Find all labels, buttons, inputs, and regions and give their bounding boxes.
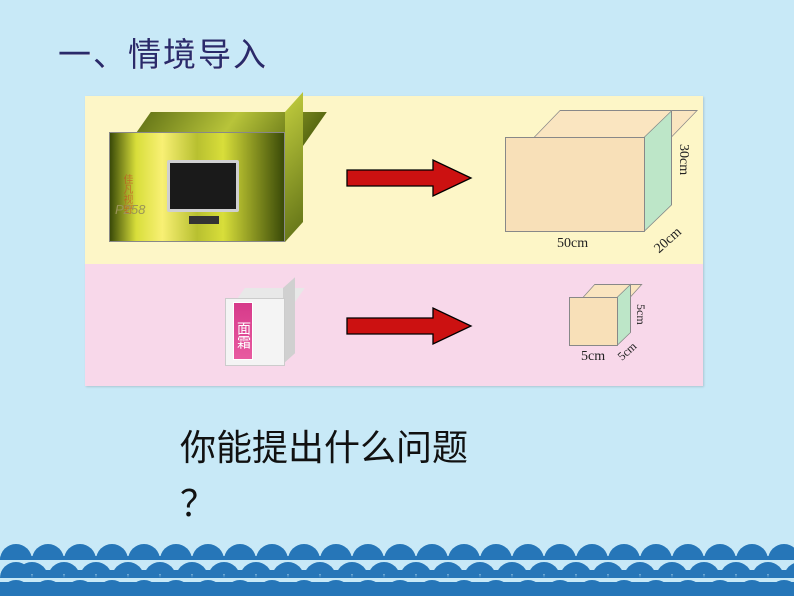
row-cream: 面霜 5cm 5cm 5cm bbox=[85, 264, 703, 386]
arrow-icon bbox=[345, 156, 475, 200]
cube-height-label: 5cm bbox=[633, 304, 648, 325]
question-line2: ？ bbox=[180, 483, 216, 524]
tv-box-illustration: 佳凡视野 P258 bbox=[109, 112, 303, 242]
cuboid-width-label: 50cm bbox=[557, 236, 588, 252]
row-tv: 佳凡视野 P258 50cm 20cm 30cm bbox=[85, 96, 703, 264]
tv-stand bbox=[189, 216, 219, 224]
tv-box-side-face bbox=[285, 92, 303, 242]
wave-border bbox=[0, 542, 794, 596]
cream-box-label: 面霜 bbox=[233, 302, 253, 360]
cuboid-height-label: 30cm bbox=[675, 144, 691, 175]
cube-width-label: 5cm bbox=[581, 349, 605, 365]
question-text: 你能提出什么问题 ？ bbox=[180, 420, 610, 532]
cuboid-depth-label: 20cm bbox=[652, 225, 686, 258]
cube-shape: 5cm 5cm 5cm bbox=[569, 284, 659, 374]
cube-top-face bbox=[582, 284, 643, 298]
tv-screen bbox=[167, 160, 239, 212]
tv-box-model-text: P258 bbox=[115, 202, 145, 217]
cube-front-face bbox=[569, 297, 618, 346]
section-heading: 一、情境导入 bbox=[58, 28, 268, 76]
question-line1: 你能提出什么问题 bbox=[180, 427, 468, 468]
arrow-icon bbox=[345, 304, 475, 348]
cuboid-shape: 50cm 20cm 30cm bbox=[505, 110, 695, 260]
example-panel: 佳凡视野 P258 50cm 20cm 30cm 面霜 bbox=[85, 96, 703, 386]
cuboid-front-face bbox=[505, 137, 645, 232]
cream-box-illustration: 面霜 bbox=[225, 288, 305, 366]
cuboid-top-face bbox=[533, 110, 698, 138]
